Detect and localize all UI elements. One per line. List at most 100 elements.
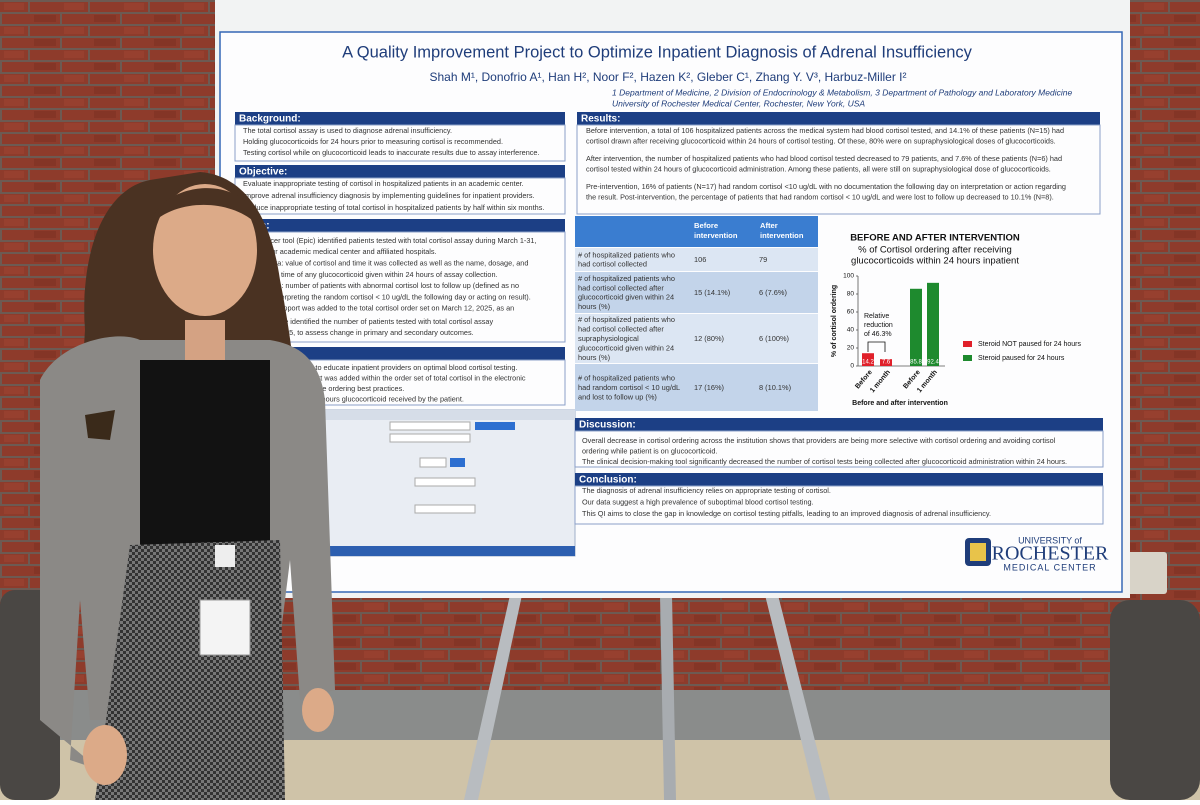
annotation-arrow — [867, 341, 886, 352]
y-tick-label: 80 — [847, 291, 855, 298]
bar — [862, 353, 874, 366]
hair-top — [150, 188, 262, 230]
row-label: had cortisol collected after — [578, 325, 664, 334]
body-text: ordering while patient is on glucocortic… — [582, 446, 717, 455]
body-text: ention, we identified the number of pati… — [255, 317, 493, 326]
y-tick-label: 0 — [850, 363, 854, 370]
annotation: reduction — [864, 322, 893, 329]
neck — [185, 320, 225, 360]
section-header — [575, 418, 1103, 431]
section-box — [234, 124, 566, 162]
annotation: of 46.3% — [864, 331, 892, 338]
row-label: had random cortisol < 10 ug/dL — [578, 383, 680, 392]
annotation: Relative — [864, 313, 889, 320]
badge-tag — [215, 545, 235, 567]
row-label: # of hospitalized patients who — [578, 250, 675, 259]
screenshot-field — [414, 477, 476, 487]
body-text: Evaluate inappropriate testing of cortis… — [243, 179, 524, 188]
cell: 106 — [694, 255, 706, 264]
data-label: 7.6 — [882, 360, 891, 366]
affiliation: 1 Department of Medicine, 2 Division of … — [612, 87, 1072, 97]
column-header: Before — [694, 221, 718, 230]
y-tick-label: 20 — [847, 345, 855, 352]
body-text: This QI aims to close the gap in knowled… — [582, 509, 991, 518]
bar — [927, 282, 939, 366]
screenshot-field — [414, 504, 476, 514]
hand — [83, 725, 127, 785]
legend-swatch — [963, 341, 972, 347]
body-text: Overall decrease in cortisol ordering ac… — [582, 436, 1056, 445]
table-row — [575, 272, 818, 313]
cell: 6 (100%) — [759, 334, 789, 343]
logo-text: MEDICAL CENTER — [1003, 562, 1096, 572]
logo-text: UNIVERSITY of — [1018, 535, 1082, 545]
body-text: Reduce inappropriate testing of total co… — [243, 203, 544, 212]
x-axis-label: Before and after intervention — [852, 400, 948, 407]
bar — [910, 288, 922, 366]
table-row — [575, 314, 818, 363]
screenshot-bar — [305, 410, 575, 420]
screenshot-bar — [305, 546, 575, 556]
body-text: cortisol tested within 24 hours of gluco… — [586, 164, 1051, 173]
section-heading: Conclusion: — [579, 475, 637, 486]
badge — [199, 599, 251, 656]
body-text: After intervention, the number of hospit… — [586, 154, 1062, 163]
body-text: ary data: number of patients with abnorm… — [255, 281, 519, 290]
cell: 12 (80%) — [694, 334, 724, 343]
top — [140, 360, 270, 560]
row-label: # of hospitalized patients who — [578, 374, 675, 383]
chair — [1110, 600, 1200, 800]
body-text: Improve adrenal insufficiency diagnosis … — [243, 191, 535, 200]
body-text: The total cortisol assay is used to diag… — [243, 126, 452, 135]
y-tick-label: 60 — [847, 309, 855, 316]
section-header — [235, 112, 565, 125]
body-text: aims to educate inpatient providers on o… — [298, 363, 517, 372]
cell: 79 — [759, 255, 767, 264]
emblem — [85, 410, 115, 440]
row-label: and lost to follow up (%) — [578, 392, 657, 401]
data-label: 14.2 — [862, 360, 874, 366]
table-header — [575, 216, 818, 247]
body-text: Testing cortisol while on glucocorticoid… — [243, 148, 540, 157]
row-label: glucocorticoid given within 24 — [578, 343, 674, 352]
legend-swatch — [963, 355, 972, 361]
column-header: intervention — [694, 231, 738, 240]
y-tick-label: 40 — [847, 327, 855, 334]
body-text: The diagnosis of adrenal insufficiency r… — [582, 486, 831, 495]
person — [40, 172, 335, 800]
cell: 8 (10.1%) — [759, 383, 791, 392]
section-heading: Background: — [239, 114, 301, 125]
cell: 17 (16%) — [694, 383, 724, 392]
section-header — [235, 165, 565, 178]
body-text: Pre-intervention, 16% of patients (N=17)… — [586, 182, 1066, 191]
body-text: cortisol drawn after receiving glucocort… — [586, 136, 1056, 145]
y-tick-label: 100 — [843, 273, 854, 280]
row-label: hours (%) — [578, 302, 610, 311]
screenshot-field — [389, 433, 471, 443]
y-axis-label: % of cortisol ordering — [831, 285, 838, 357]
body-text: ation interpreting the random cortisol <… — [255, 292, 531, 301]
section-header — [577, 112, 1100, 125]
screenshot-field — [419, 457, 447, 468]
section-header — [235, 347, 565, 360]
section-heading: Results: — [581, 114, 620, 125]
section-box — [574, 485, 1104, 525]
screenshot-button — [450, 458, 465, 467]
screenshot-button — [475, 422, 515, 430]
body-text: cision support was added to the total co… — [255, 304, 514, 313]
row-label: glucocorticoid given within 24 — [578, 293, 674, 302]
affiliation: University of Rochester Medical Center, … — [612, 98, 865, 108]
row-label: # of hospitalized patients who — [578, 274, 675, 283]
body-text: er Dicer tool (Epic) identified patients… — [255, 236, 536, 245]
screenshot-field — [389, 421, 471, 431]
body-text: The clinical decision-making tool signif… — [582, 457, 1067, 466]
hand — [302, 688, 334, 732]
poster: A Quality Improvement Project to Optimiz… — [219, 31, 1123, 593]
row-label: had cortisol collected after — [578, 283, 664, 292]
bar — [880, 359, 892, 366]
section-header — [575, 473, 1103, 486]
data-label: 92.4 — [927, 360, 939, 366]
body-text: stration time of any glucocorticoid give… — [255, 270, 498, 279]
chart-subtitle: glucocorticoids within 24 hours inpatien… — [851, 256, 1019, 267]
